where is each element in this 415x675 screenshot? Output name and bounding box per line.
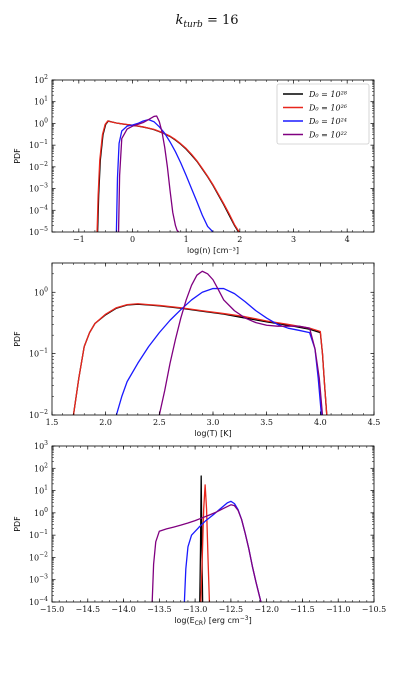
- y-tick-label: 101: [34, 96, 48, 107]
- x-tick-label: 4: [345, 235, 350, 244]
- x-tick-label: −12.0: [254, 605, 279, 614]
- series-line-temperature-0: [72, 303, 328, 415]
- y-tick-label: 10−4: [29, 204, 48, 215]
- x-tick-label: 2: [237, 235, 242, 244]
- series-line-cosmic_ray_energy-1: [200, 484, 211, 602]
- x-tick-label: −1: [73, 235, 85, 244]
- y-axis-label: PDF: [13, 331, 22, 347]
- y-tick-label: 100: [34, 507, 48, 518]
- y-axis-label: PDF: [13, 148, 22, 164]
- legend: D₀ = 10²⁸ D₀ = 10²⁶ D₀ = 10²⁴ D₀ = 10²²: [276, 83, 370, 145]
- y-tick-label: 101: [34, 485, 48, 496]
- legend-label: D₀ = 10²⁸: [308, 90, 348, 99]
- x-tick-label: 3.5: [260, 418, 273, 427]
- x-axis-label: log(ECR) [erg cm−3]: [174, 615, 251, 627]
- y-tick-label: 103: [34, 440, 48, 451]
- x-tick-label: −14.5: [76, 605, 101, 614]
- x-tick-label: 2.0: [99, 418, 112, 427]
- y-tick-label: 10−2: [29, 551, 48, 562]
- legend-box: [276, 83, 370, 145]
- panel-cosmic_ray_energy: −15.0 −14.5 −14.0 −13.5 −13.0 −12.5 −12.0 −11.5…: [13, 440, 386, 627]
- y-tick-label: 10−1: [29, 348, 48, 359]
- x-axis-label: log(n) [cm⁻³]: [187, 246, 239, 255]
- y-tick-label: 100: [34, 117, 48, 128]
- y-tick-label: 10−1: [29, 529, 48, 540]
- panel-temperature: 1.5 2.0 2.5 3.0 3.5 4.0 4.5 10−2 10−1 100 PDF log(T…: [13, 262, 381, 438]
- panel-density: −1 0 1 2 3 4 10−5 10−4 10−3 10−2 10−1 100 101 102 PDF l…: [13, 74, 375, 255]
- x-tick-label: −14.0: [111, 605, 136, 614]
- y-tick-label: 102: [34, 462, 48, 473]
- y-tick-label: 10−5: [29, 226, 48, 237]
- legend-label: D₀ = 10²²: [308, 131, 347, 140]
- y-axis-label: PDF: [13, 516, 22, 532]
- y-tick-label: 10−2: [29, 409, 48, 420]
- y-tick-label: 10−3: [29, 574, 48, 585]
- x-tick-label: 1.5: [46, 418, 59, 427]
- figure-title-k: k: [175, 13, 183, 28]
- figure-title-rest: = 16: [203, 13, 239, 28]
- figure-title-sub: turb: [183, 20, 203, 30]
- x-tick-label: −11.0: [326, 605, 351, 614]
- x-tick-label: 3.0: [207, 418, 220, 427]
- x-tick-label: −15.0: [40, 605, 65, 614]
- x-tick-label: −13.5: [147, 605, 172, 614]
- x-tick-label: 4.0: [314, 418, 327, 427]
- y-tick-label: 10−2: [29, 161, 48, 172]
- y-tick-label: 10−3: [29, 183, 48, 194]
- series-line-temperature-2: [115, 287, 323, 415]
- x-tick-label: 2.5: [153, 418, 166, 427]
- x-tick-label: −11.5: [290, 605, 315, 614]
- x-tick-label: 1: [184, 235, 189, 244]
- y-tick-label: 10−1: [29, 139, 48, 150]
- x-axis-label: log(T) [K]: [194, 429, 231, 438]
- series-line-density-2: [115, 118, 214, 232]
- x-tick-label: −13.0: [183, 605, 208, 614]
- series-line-density-3: [117, 115, 180, 232]
- series-line-temperature-1: [72, 303, 328, 415]
- y-tick-label: 10−4: [29, 596, 48, 607]
- legend-label: D₀ = 10²⁴: [308, 117, 347, 126]
- x-tick-label: 4.5: [368, 418, 381, 427]
- legend-label: D₀ = 10²⁶: [308, 104, 348, 113]
- x-tick-label: −10.5: [362, 605, 387, 614]
- x-tick-label: −12.5: [219, 605, 244, 614]
- x-tick-label: 3: [291, 235, 296, 244]
- axes-frame: [51, 445, 375, 603]
- y-tick-label: 102: [34, 74, 48, 85]
- x-tick-label: 0: [130, 235, 135, 244]
- series-line-cosmic_ray_energy-3: [151, 504, 262, 602]
- series-line-temperature-3: [158, 270, 324, 415]
- figure-title: kturb = 16: [175, 13, 238, 30]
- y-tick-label: 100: [34, 286, 48, 297]
